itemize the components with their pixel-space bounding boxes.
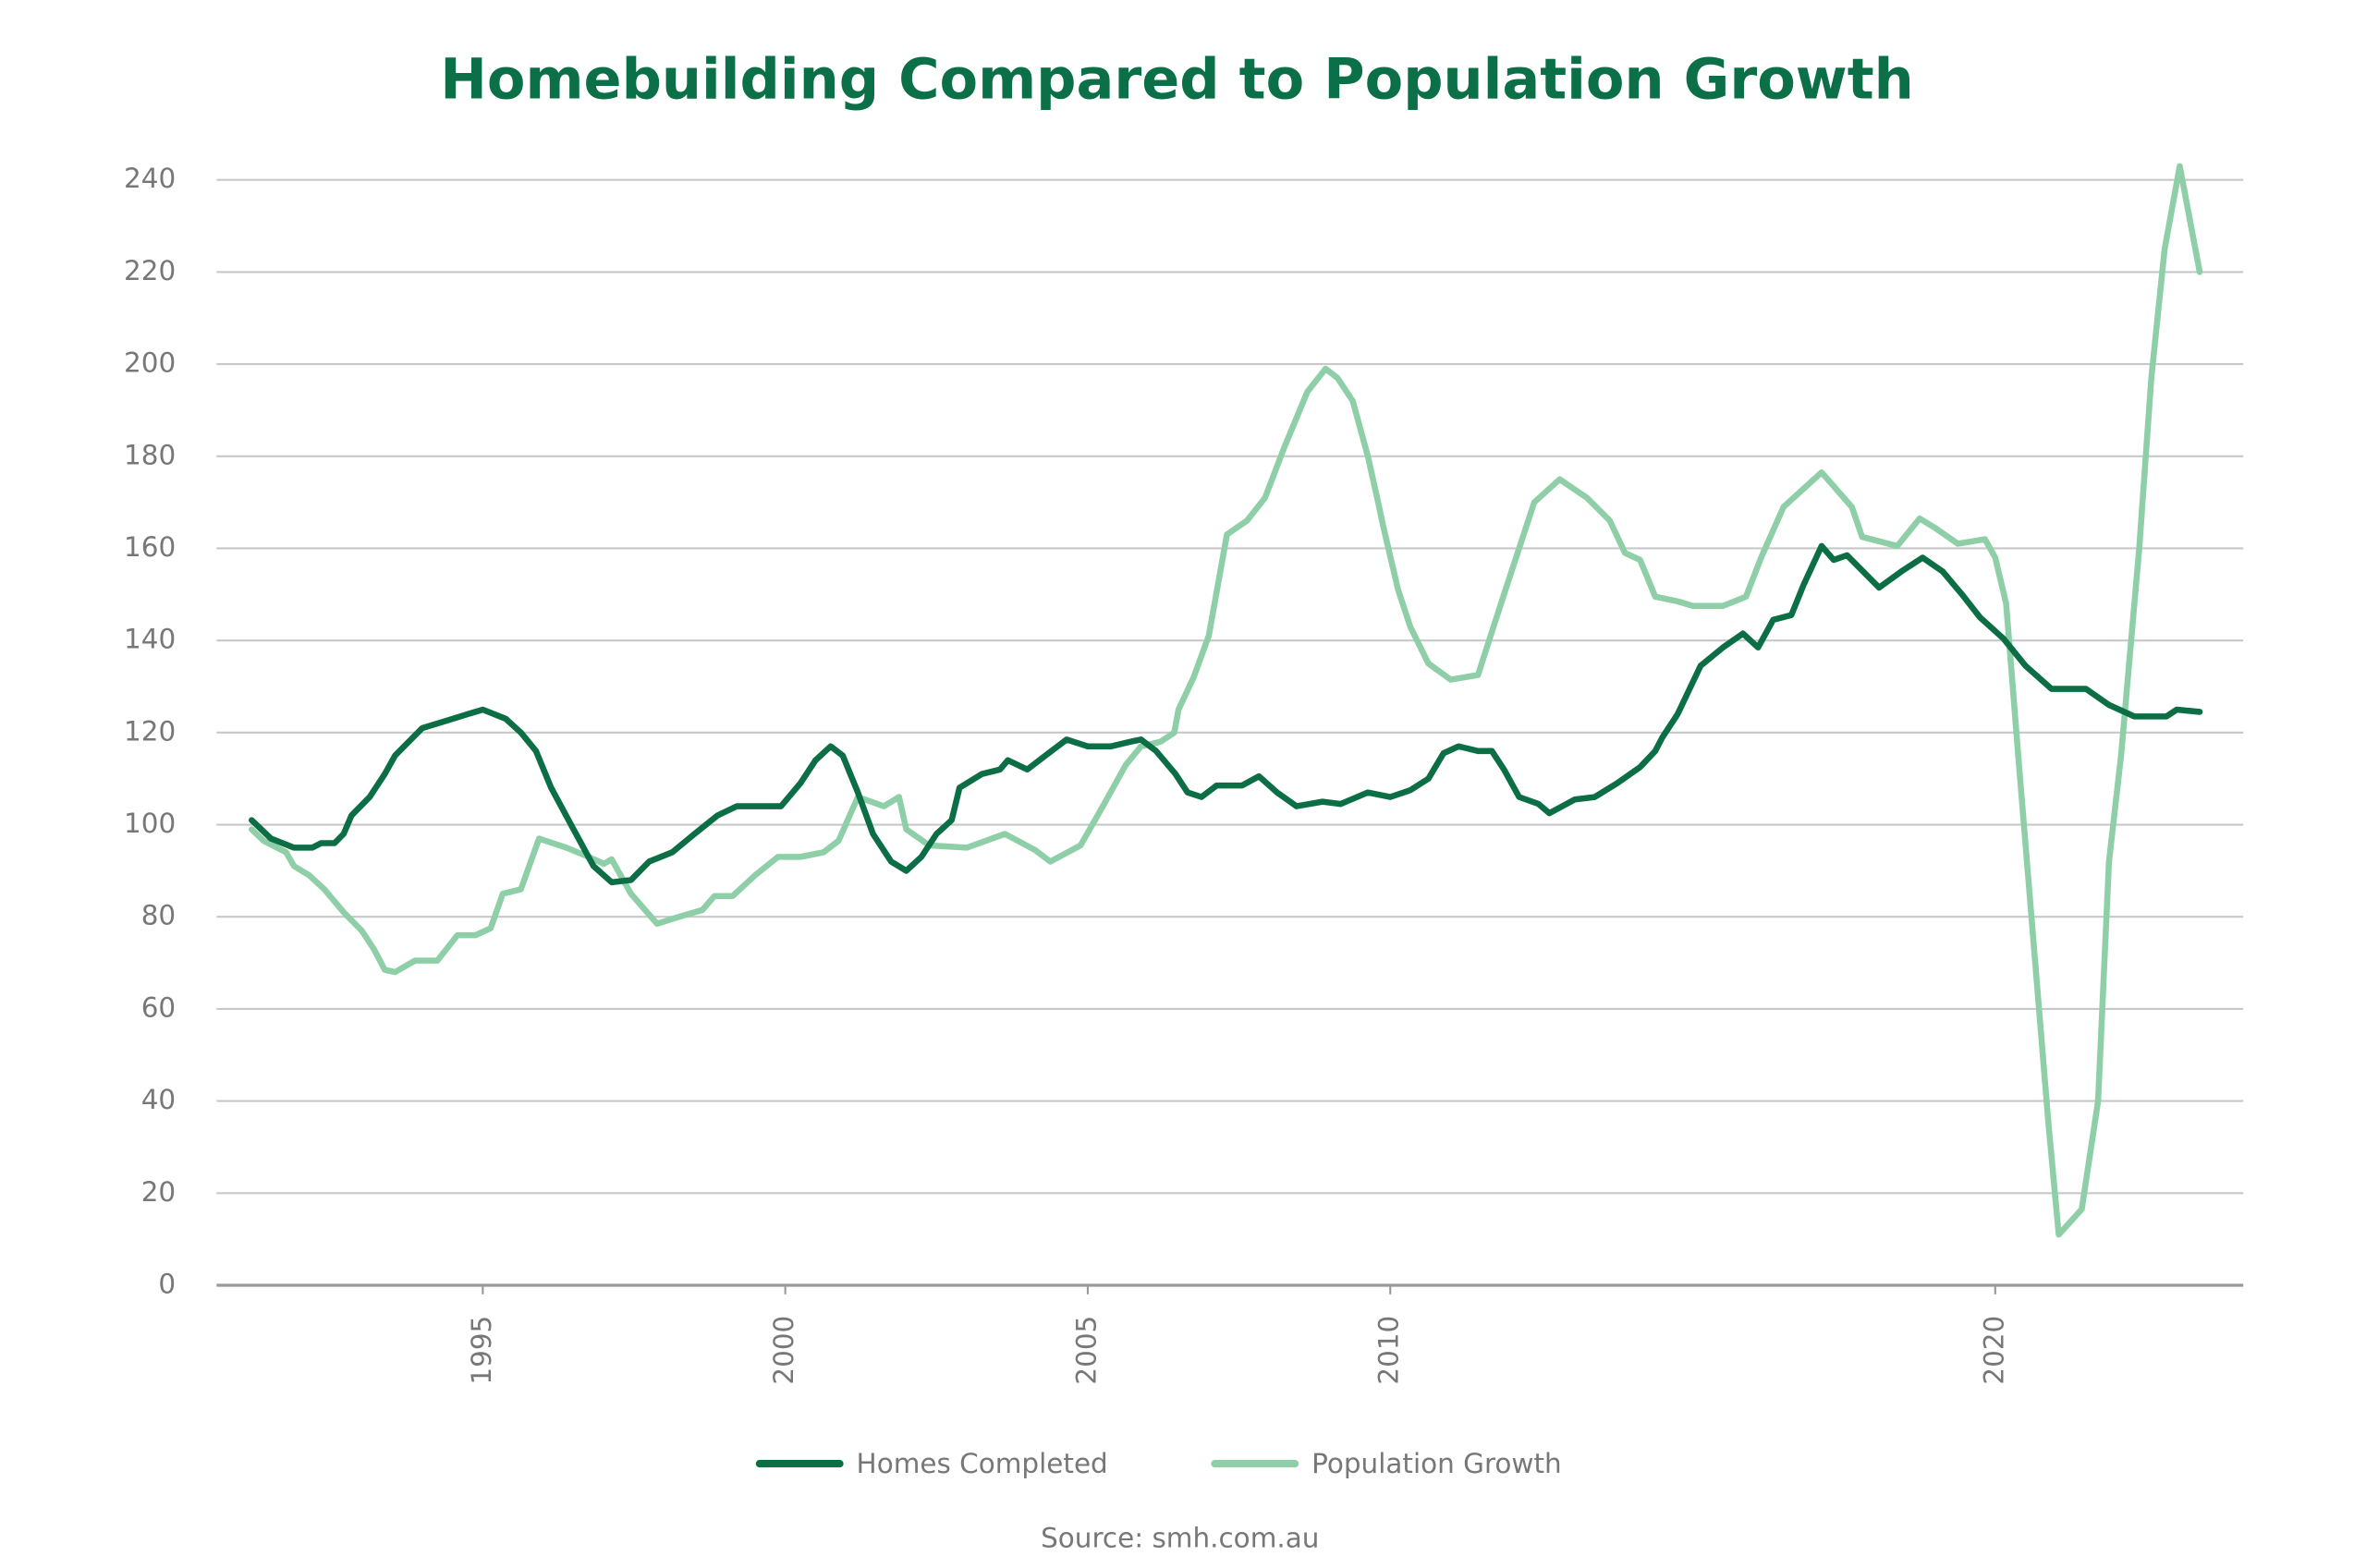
y-tick-label: 0 [158,1268,176,1299]
x-tick-label: 2010 [1373,1316,1405,1385]
y-tick-label: 200 [124,347,176,379]
y-tick-label: 60 [141,991,176,1023]
y-tick-label: 160 [124,531,176,563]
y-tick-label: 120 [124,715,176,747]
x-tick-label: 2000 [768,1316,799,1385]
y-tick-label: 20 [141,1176,176,1208]
y-tick-label: 180 [124,439,176,470]
source: Source: smh.com.au [1041,1522,1319,1553]
x-tick-label: 1995 [466,1316,497,1385]
chart-title: Homebuilding Compared to Population Grow… [440,48,1914,113]
x-tick-label: 2020 [1978,1316,2009,1385]
y-tick-label: 40 [141,1084,176,1115]
y-tick-label: 100 [124,808,176,839]
data-line [249,163,2203,1238]
y-tick-label: 240 [124,163,176,194]
x-tick-label: 2005 [1070,1316,1102,1385]
data-line [249,542,2203,886]
y-tick-label: 220 [124,255,176,286]
legend-label: Population Growth [1311,1448,1562,1479]
y-tick-label: 80 [141,900,176,931]
legend-label: Homes Completed [857,1448,1108,1479]
y-tick-label: 140 [124,624,176,655]
